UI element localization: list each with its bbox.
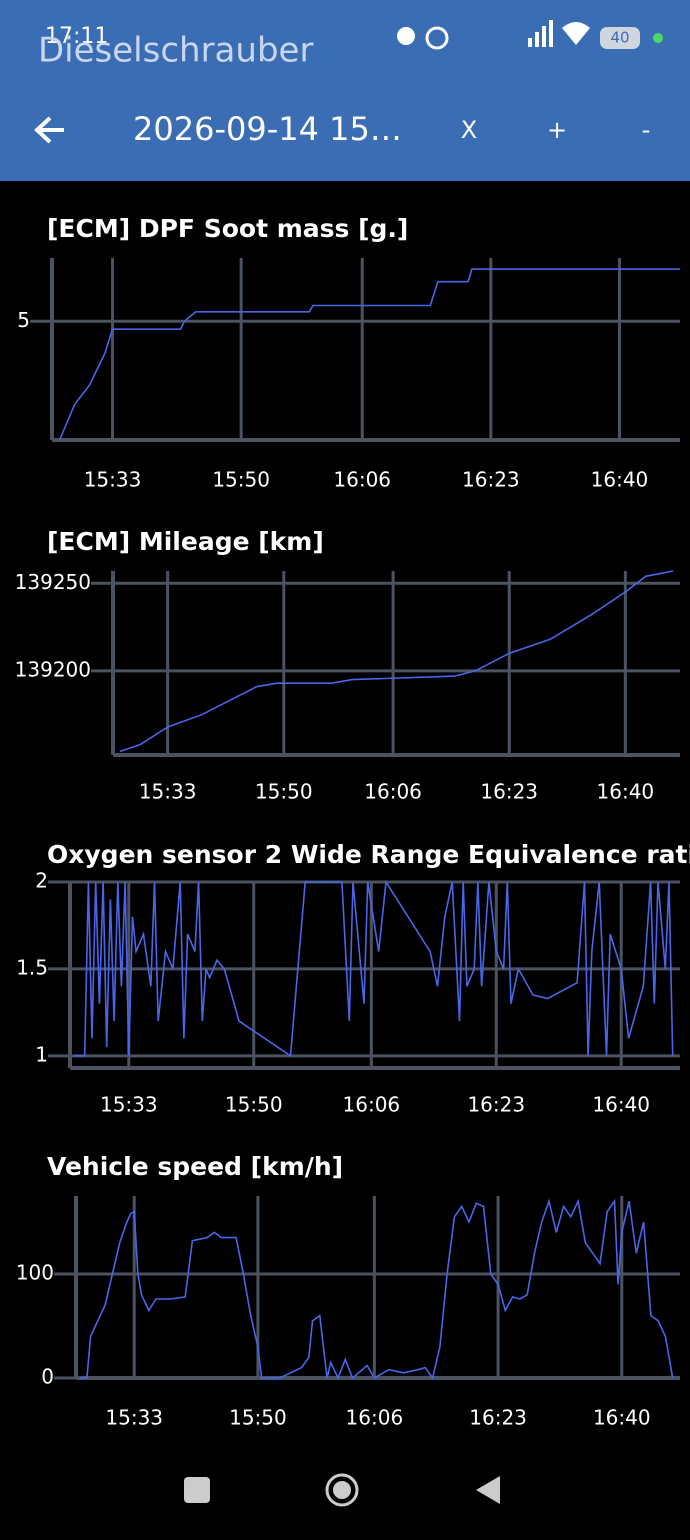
x-tick-label: 16:40 [592, 1093, 650, 1117]
status-time: 17:11 [45, 24, 108, 49]
battery-level: 40 [610, 29, 629, 47]
x-tick-label: 16:23 [469, 1406, 527, 1430]
y-tick-label: 2 [35, 869, 48, 893]
y-tick-label: 1.5 [16, 955, 48, 979]
close-button[interactable]: X [461, 116, 477, 144]
chart-title: [ECM] Mileage [km] [47, 527, 324, 556]
y-tick-label: 100 [16, 1261, 54, 1285]
y-tick-label: 5 [17, 308, 30, 332]
x-tick-label: 15:33 [84, 468, 142, 492]
x-tick-label: 16:40 [593, 1406, 651, 1430]
x-tick-label: 15:50 [212, 468, 270, 492]
x-tick-label: 16:40 [591, 468, 649, 492]
zoom-in-button[interactable]: + [547, 116, 567, 144]
x-tick-label: 15:50 [229, 1406, 287, 1430]
nav-recents[interactable] [184, 1477, 210, 1503]
data-line [58, 268, 680, 441]
zoom-out-button[interactable]: - [642, 116, 651, 144]
screen-title: 2026-09-14 15… [133, 110, 402, 148]
app-name: Dieselschrauber [38, 31, 313, 71]
x-tick-label: 15:33 [105, 1406, 163, 1430]
x-tick-label: 16:06 [343, 1093, 401, 1117]
x-tick-label: 15:33 [139, 780, 197, 804]
y-tick-label: 0 [41, 1365, 54, 1389]
x-tick-label: 16:23 [467, 1093, 525, 1117]
y-tick-label: 1 [35, 1042, 48, 1066]
chart-title: [ECM] DPF Soot mass [g.] [47, 214, 408, 243]
back-button[interactable] [34, 116, 64, 144]
status-icons [397, 20, 663, 50]
x-tick-label: 16:06 [333, 468, 391, 492]
data-line [119, 570, 674, 753]
x-tick-label: 16:06 [346, 1406, 404, 1430]
nav-home[interactable] [325, 1473, 359, 1507]
x-tick-label: 15:50 [225, 1093, 283, 1117]
data-line [73, 879, 674, 1058]
y-tick-label: 139200 [15, 657, 91, 681]
x-tick-label: 16:40 [597, 780, 655, 804]
x-tick-label: 16:06 [364, 780, 422, 804]
y-tick-label: 139250 [15, 570, 91, 594]
x-tick-label: 15:33 [100, 1093, 158, 1117]
nav-home-dot [333, 1481, 351, 1499]
nav-back[interactable] [476, 1476, 500, 1504]
x-tick-label: 16:23 [480, 780, 538, 804]
chart-title: Oxygen sensor 2 Wide Range Equivalence r… [47, 840, 690, 869]
x-tick-label: 16:23 [462, 468, 520, 492]
data-line [79, 1198, 674, 1381]
x-tick-label: 15:50 [255, 780, 313, 804]
chart-title: Vehicle speed [km/h] [47, 1152, 343, 1181]
